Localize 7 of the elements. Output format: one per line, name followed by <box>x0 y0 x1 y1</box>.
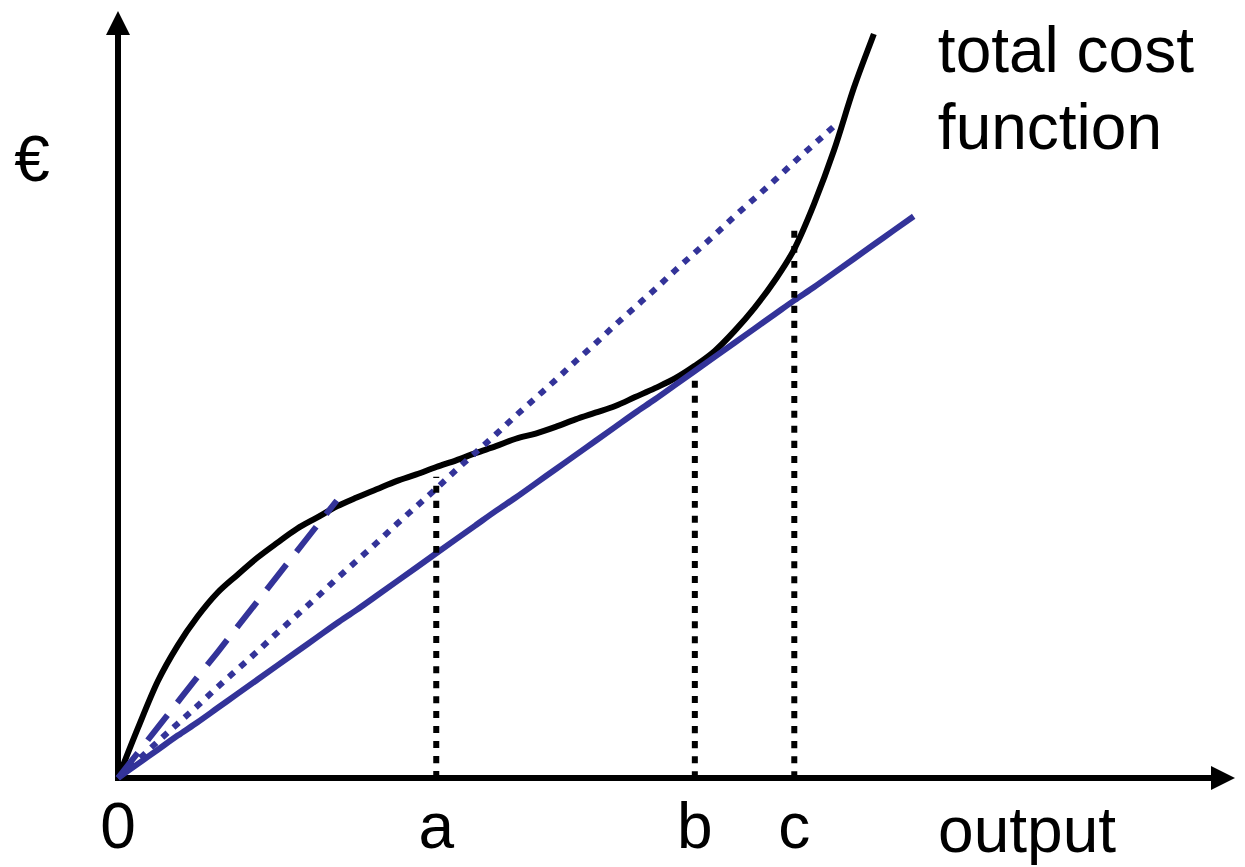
series-label: total cost function <box>937 14 1195 163</box>
x-tick-label: b <box>677 790 713 863</box>
x-tick-label: c <box>778 790 811 863</box>
y-axis-title: € <box>14 122 50 195</box>
x-tick-label: a <box>418 790 455 863</box>
x-tick-label: 0 <box>100 790 136 863</box>
x-axis-title: output <box>938 794 1117 866</box>
